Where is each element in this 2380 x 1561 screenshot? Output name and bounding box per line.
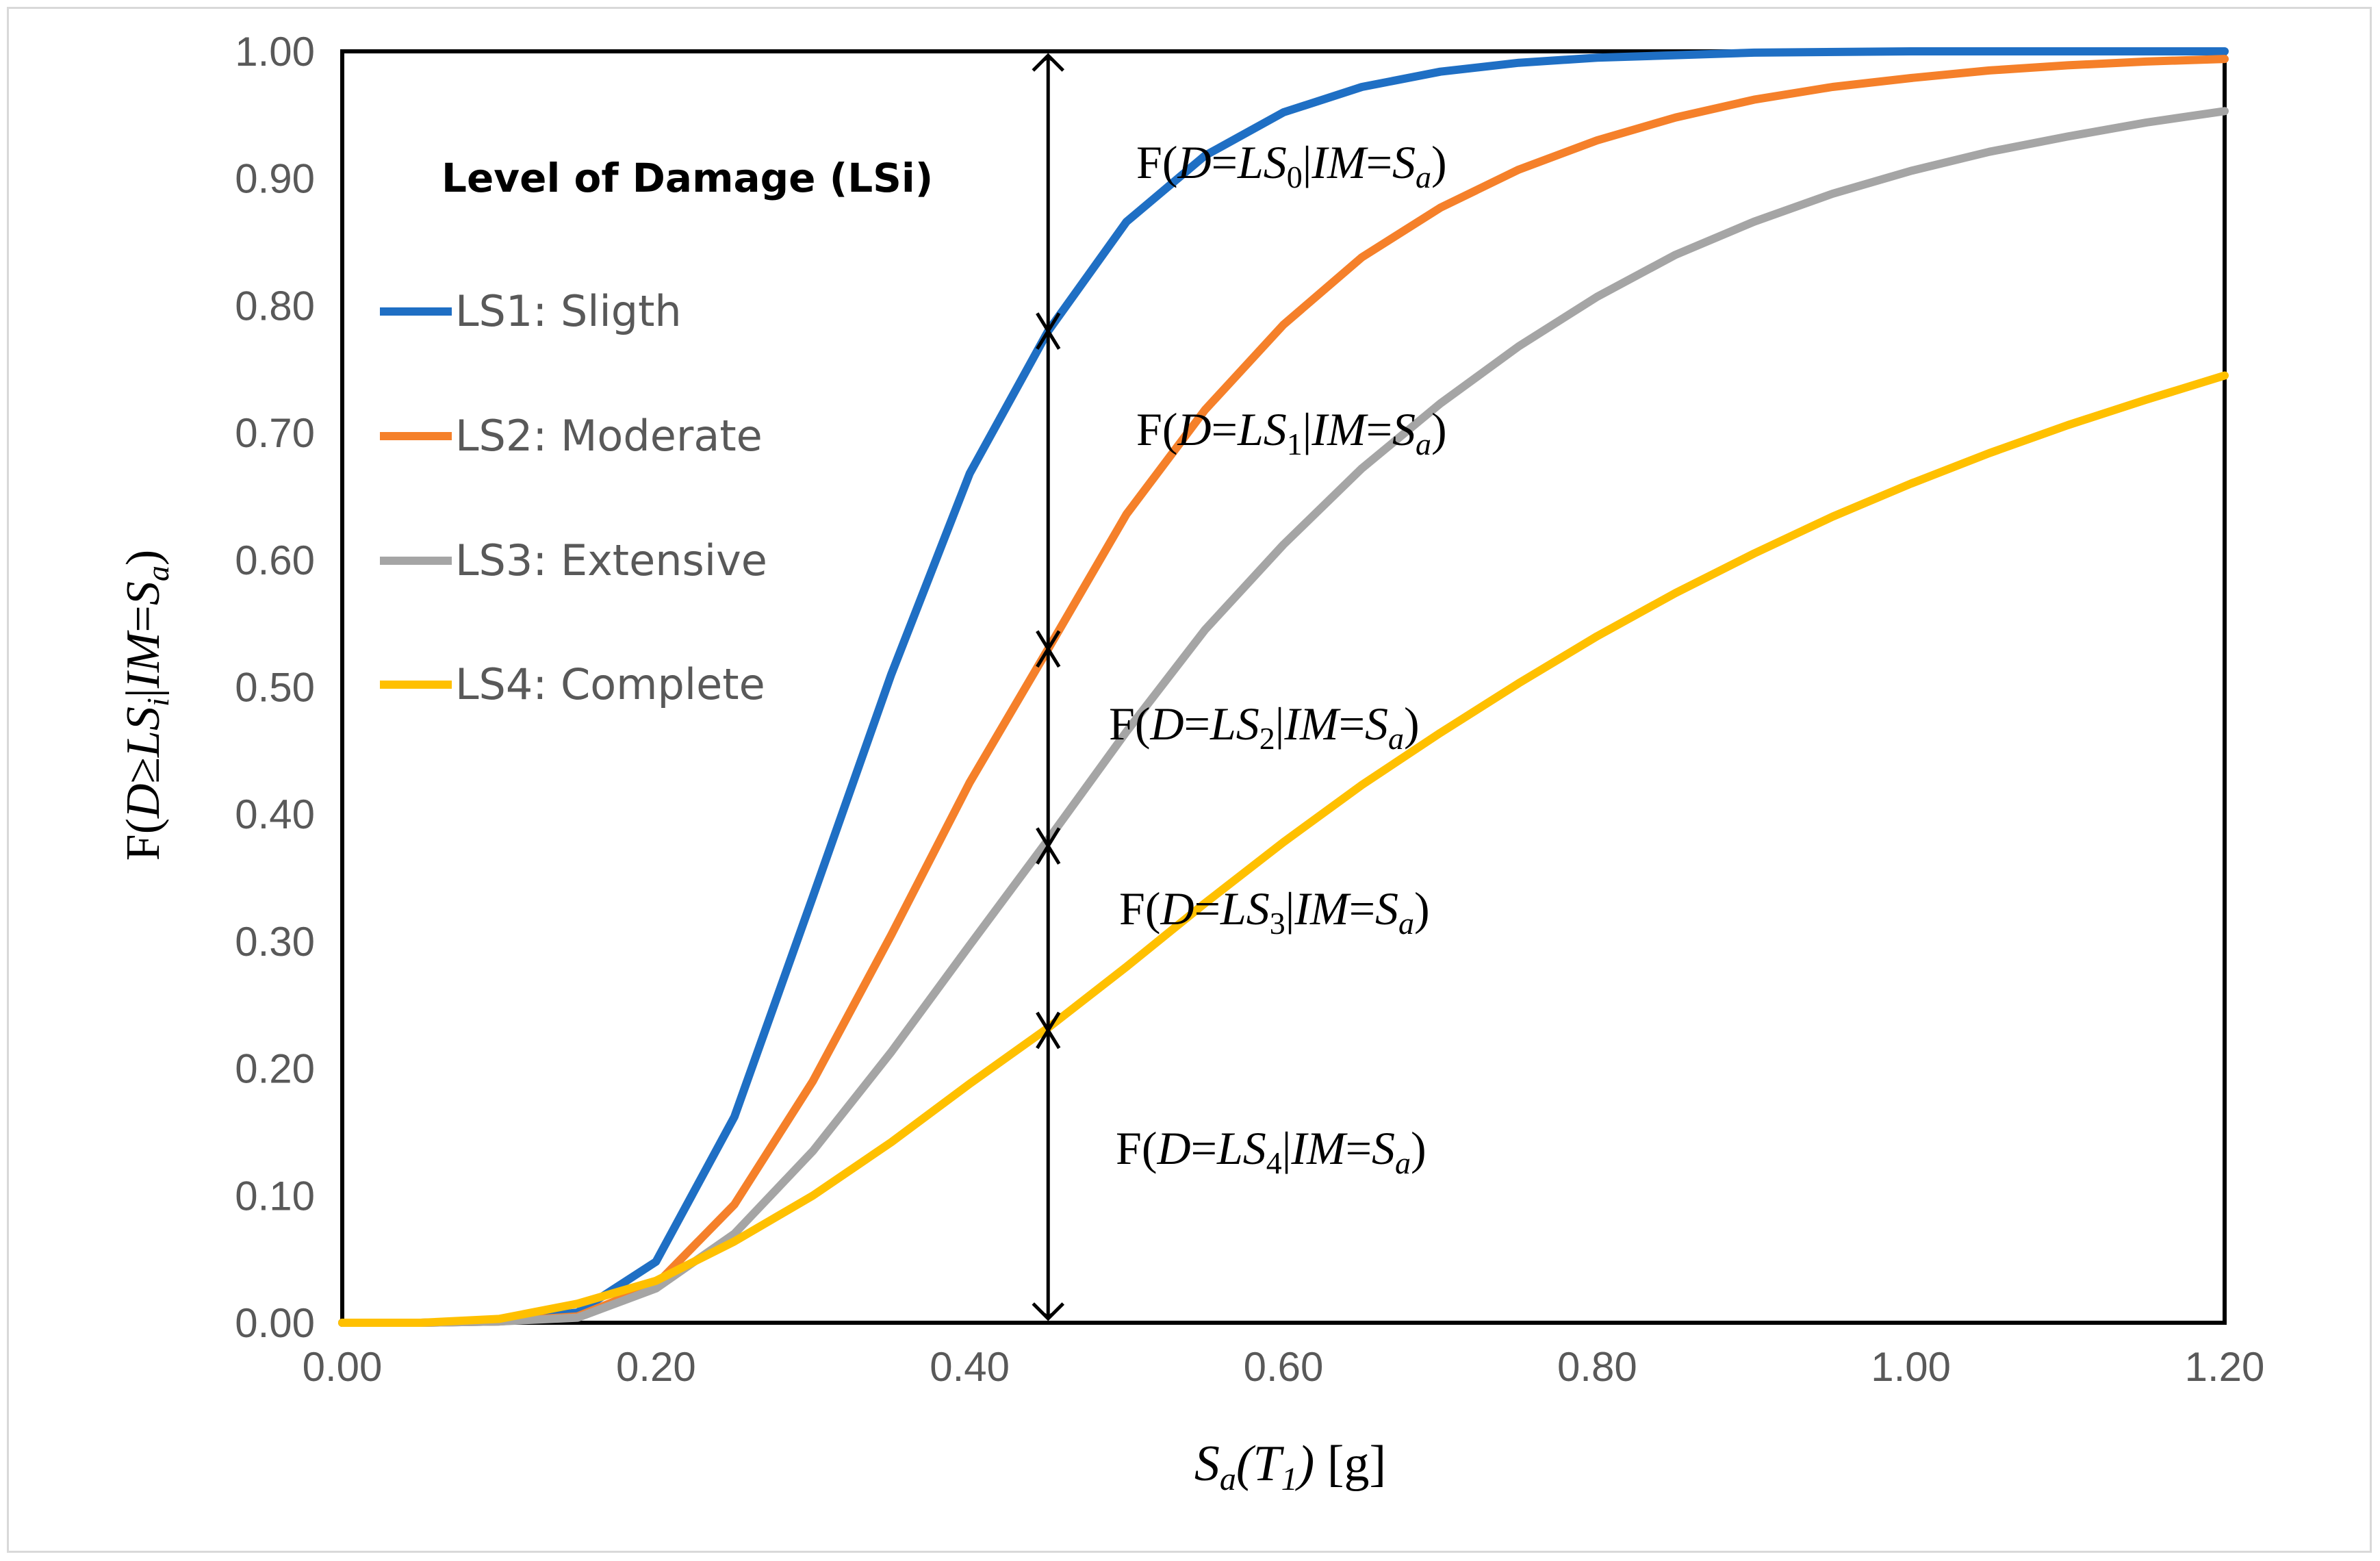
arrow-head-bottom (1032, 1302, 1065, 1321)
arrow-marker (1036, 312, 1061, 350)
y-tick-label: 0.90 (235, 156, 315, 202)
series-line-ls3 (338, 107, 2229, 1327)
x-axis-label: Sa(T1) [g] (1194, 1436, 1386, 1497)
y-tick-label: 0.30 (235, 919, 315, 965)
x-tick-label: 0.00 (303, 1344, 383, 1390)
chart-frame (7, 7, 2372, 1553)
legend-label-ls4: LS4: Complete (455, 659, 765, 709)
y-tick-label: 0.70 (235, 410, 315, 456)
arrow-layer (1032, 53, 1065, 1321)
y-tick-label: 0.80 (235, 283, 315, 329)
plot-border (340, 49, 2227, 1325)
y-axis-label: F(D≥LSi|IM=Sa) (117, 550, 175, 861)
plot-area (340, 49, 2227, 1325)
legend: Level of Damage (LSi) LS1: Sligth LS2: M… (380, 155, 933, 709)
series-line-ls4 (338, 371, 2229, 1327)
legend-label-ls2: LS2: Moderate (455, 411, 763, 461)
annotation-ls4: F(D=LS4|IM=Sa) (1116, 1122, 1426, 1180)
annotation-ls2: F(D=LS2|IM=Sa) (1109, 698, 1420, 756)
series-layer (338, 47, 2229, 1327)
arrow-marker (1036, 1011, 1061, 1050)
x-tick-label: 0.80 (1557, 1344, 1637, 1390)
annotation-ls0: F(D=LS0|IM=Sa) (1136, 136, 1447, 194)
arrow-marker (1036, 827, 1061, 865)
annotations: F(D=LS0|IM=Sa) F(D=LS1|IM=Sa) F(D=LS2|IM… (1109, 136, 1447, 1180)
x-tick-label: 0.20 (616, 1344, 696, 1390)
arrow-marker (1036, 630, 1061, 668)
y-tick-label: 0.60 (235, 537, 315, 583)
y-tick-label: 0.50 (235, 665, 315, 711)
x-tick-label: 0.60 (1244, 1344, 1324, 1390)
annotation-ls1: F(D=LS1|IM=Sa) (1136, 403, 1447, 461)
legend-label-ls1: LS1: Sligth (455, 286, 682, 336)
y-tick-label: 1.00 (235, 29, 315, 75)
y-tick-label: 0.00 (235, 1300, 315, 1346)
arrow-head-top (1032, 53, 1065, 72)
x-tick-label: 0.40 (930, 1344, 1010, 1390)
legend-label-ls3: LS3: Extensive (455, 535, 767, 585)
y-tick-label: 0.20 (235, 1046, 315, 1092)
y-tick-label: 0.10 (235, 1173, 315, 1219)
series-line-ls1 (338, 47, 2229, 1327)
x-tick-label: 1.00 (1871, 1344, 1951, 1390)
tick-layer: 0.00 0.10 0.20 0.30 0.40 0.50 0.60 0.70 0.80 0.90… (235, 29, 2264, 1390)
y-tick-label: 0.40 (235, 791, 315, 837)
x-tick-label: 1.20 (2185, 1344, 2265, 1390)
legend-title: Level of Damage (LSi) (442, 155, 933, 201)
annotation-ls3: F(D=LS3|IM=Sa) (1119, 883, 1430, 941)
